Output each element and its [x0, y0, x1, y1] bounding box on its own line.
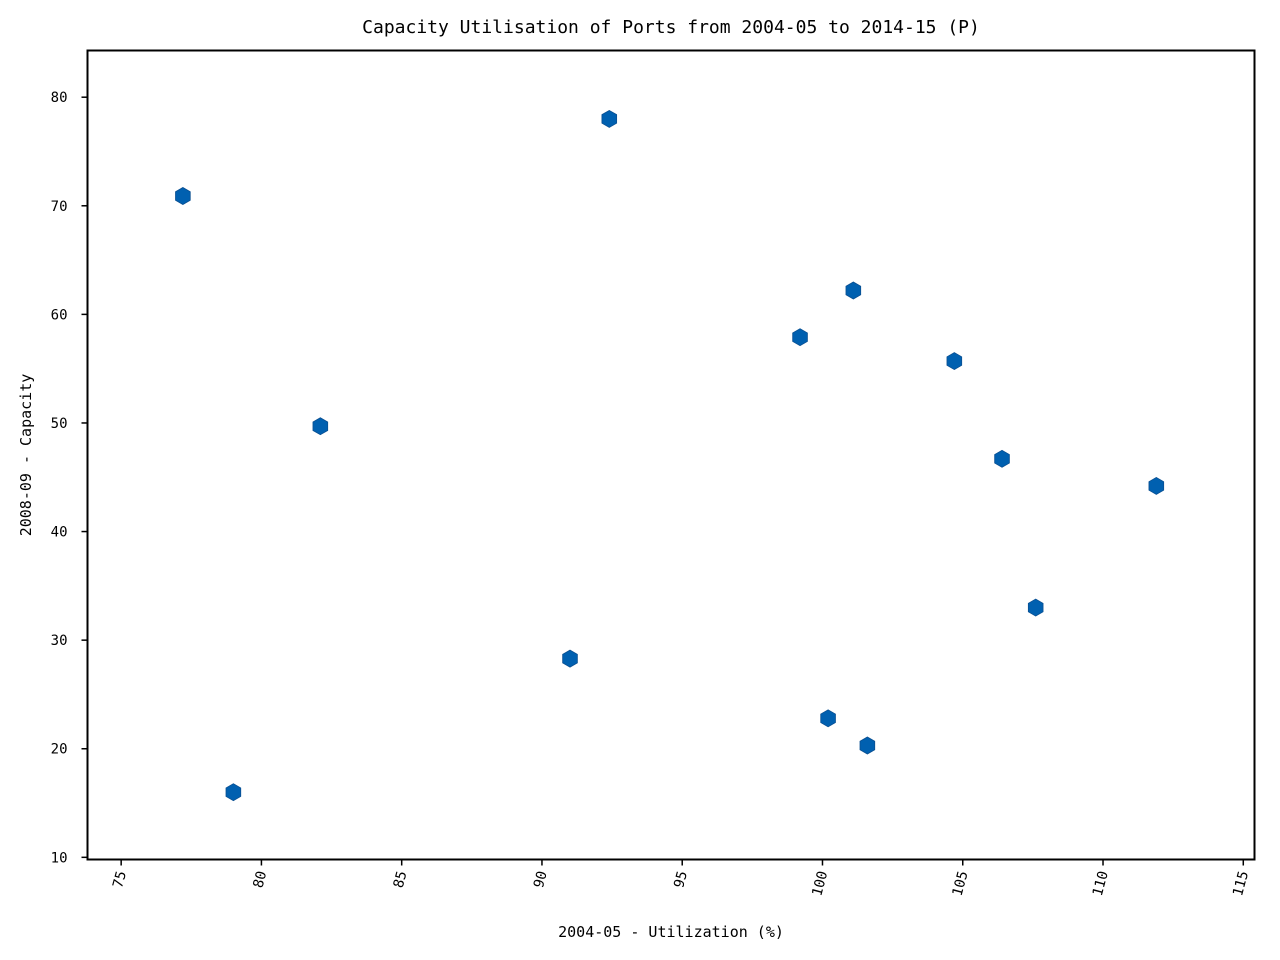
- x-axis: 75 80 85 90 95 100 105 110 115: [110, 859, 1252, 898]
- y-tick-label: 50: [51, 416, 68, 432]
- y-axis: 10 20 30 40 50 60 70 80: [51, 90, 88, 866]
- data-point: [1148, 476, 1165, 495]
- y-tick-label: 20: [51, 742, 68, 758]
- data-point: [601, 109, 618, 128]
- data-point: [859, 736, 876, 755]
- y-tick-label: 60: [51, 307, 68, 323]
- chart-title: Capacity Utilisation of Ports from 2004-…: [362, 17, 980, 38]
- x-tick-label: 105: [950, 869, 972, 898]
- data-point: [820, 709, 836, 728]
- data-points: [175, 109, 1165, 802]
- x-tick-label: 100: [809, 869, 831, 898]
- data-point: [792, 328, 808, 347]
- plot-area: 75 80 85 90 95 100 105 110 115 10 20 30 40 50 60 70 80: [51, 49, 1256, 898]
- data-point: [1027, 598, 1044, 617]
- data-point: [175, 187, 191, 205]
- y-tick-label: 70: [51, 199, 68, 215]
- y-tick-label: 10: [51, 850, 68, 866]
- data-point: [225, 783, 242, 802]
- y-axis-label: 2008-09 - Capacity: [17, 374, 35, 537]
- x-tick-label: 80: [250, 869, 270, 889]
- x-tick-label: 110: [1090, 869, 1112, 898]
- y-tick-label: 30: [51, 633, 68, 649]
- y-tick-label: 80: [51, 90, 68, 106]
- data-point: [845, 281, 862, 300]
- data-point: [312, 417, 329, 436]
- data-point: [562, 649, 578, 668]
- x-tick-label: 90: [531, 869, 551, 889]
- data-point: [994, 449, 1010, 468]
- plot-frame: [86, 49, 1256, 861]
- x-tick-label: 85: [391, 869, 411, 889]
- x-tick-label: 95: [671, 869, 691, 889]
- data-point: [946, 352, 963, 371]
- x-tick-label: 115: [1230, 869, 1252, 898]
- x-axis-label: 2004-05 - Utilization (%): [558, 923, 784, 941]
- x-tick-label: 75: [110, 869, 130, 889]
- y-tick-label: 40: [51, 525, 68, 541]
